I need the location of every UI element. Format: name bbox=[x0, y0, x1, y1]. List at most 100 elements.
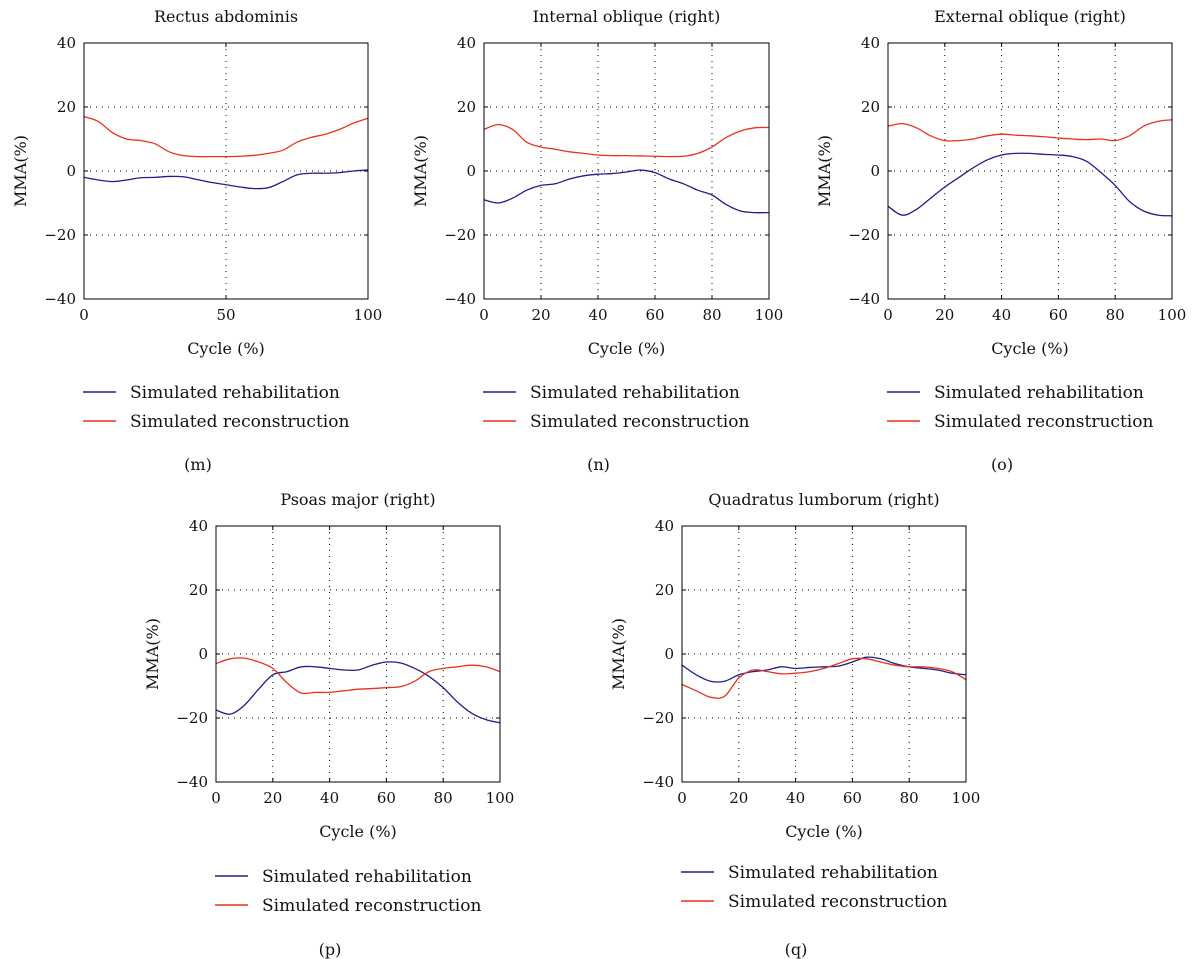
x-tick-label: 100 bbox=[486, 789, 515, 807]
legend: Simulated rehabilitation Simulated recons… bbox=[483, 383, 749, 432]
chart-title: Psoas major (right) bbox=[280, 490, 435, 509]
x-tick-label: 0 bbox=[479, 306, 489, 324]
legend: Simulated rehabilitation Simulated recons… bbox=[887, 383, 1153, 432]
x-tick-label: 0 bbox=[883, 306, 893, 324]
panel-p: Psoas major (right) 0 20 40 60 80 100 −40 −20 0 20… bbox=[143, 490, 514, 959]
series-line-rehabilitation bbox=[84, 169, 368, 190]
chart-title: Internal oblique (right) bbox=[533, 7, 721, 26]
y-tick-label: −40 bbox=[176, 773, 208, 791]
panel-label: (o) bbox=[991, 455, 1013, 474]
y-tick-label: −40 bbox=[848, 290, 880, 308]
x-tick-label: 40 bbox=[320, 789, 339, 807]
y-tick-label: −20 bbox=[642, 709, 674, 727]
y-tick-label: 0 bbox=[870, 162, 880, 180]
y-tick-label: 20 bbox=[655, 581, 674, 599]
x-tick-label: 40 bbox=[786, 789, 805, 807]
series-line-rehabilitation bbox=[682, 656, 966, 683]
panel-n: Internal oblique (right) 0 20 40 60 80 100 −40 −… bbox=[411, 7, 783, 474]
plot-frame bbox=[681, 525, 967, 783]
x-tick-label: 60 bbox=[377, 789, 396, 807]
panel-label: (p) bbox=[319, 940, 342, 959]
legend-label: Simulated rehabilitation bbox=[934, 383, 1144, 403]
y-tick-label: −40 bbox=[44, 290, 76, 308]
x-tick-label: 60 bbox=[645, 306, 664, 324]
legend-label: Simulated rehabilitation bbox=[530, 383, 740, 403]
y-tick-label: 20 bbox=[861, 98, 880, 116]
x-tick-label: 60 bbox=[1049, 306, 1068, 324]
plot-frame bbox=[83, 42, 369, 300]
x-tick-label: 0 bbox=[211, 789, 221, 807]
y-axis-label: MMA(%) bbox=[11, 135, 30, 207]
y-tick-label: 40 bbox=[57, 34, 76, 52]
x-axis-label: Cycle (%) bbox=[187, 339, 265, 358]
x-tick-label: 80 bbox=[434, 789, 453, 807]
x-tick-label: 100 bbox=[354, 306, 383, 324]
panel-label: (q) bbox=[785, 940, 808, 959]
y-tick-label: 0 bbox=[66, 162, 76, 180]
panel-label: (n) bbox=[587, 455, 610, 474]
x-tick-label: 100 bbox=[952, 789, 981, 807]
y-tick-label: 0 bbox=[466, 162, 476, 180]
series-line-reconstruction bbox=[84, 115, 368, 158]
x-tick-label: 60 bbox=[843, 789, 862, 807]
y-tick-label: 40 bbox=[861, 34, 880, 52]
x-axis-label: Cycle (%) bbox=[319, 822, 397, 841]
y-tick-label: 40 bbox=[457, 34, 476, 52]
x-tick-label: 0 bbox=[79, 306, 89, 324]
legend-label: Simulated reconstruction bbox=[130, 412, 349, 432]
y-tick-label: −20 bbox=[176, 709, 208, 727]
y-axis-label: MMA(%) bbox=[411, 135, 430, 207]
y-tick-label: −20 bbox=[444, 226, 476, 244]
x-tick-label: 40 bbox=[588, 306, 607, 324]
x-tick-label: 100 bbox=[755, 306, 784, 324]
x-tick-label: 20 bbox=[729, 789, 748, 807]
y-tick-label: 0 bbox=[198, 645, 208, 663]
series-line-reconstruction bbox=[888, 119, 1172, 142]
plot-frame bbox=[215, 525, 501, 783]
chart-title: External oblique (right) bbox=[934, 7, 1126, 26]
x-tick-label: 40 bbox=[992, 306, 1011, 324]
legend-label: Simulated reconstruction bbox=[530, 412, 749, 432]
y-tick-label: 40 bbox=[189, 517, 208, 535]
panel-o: External oblique (right) 0 20 40 60 80 100 −40 −… bbox=[815, 7, 1186, 474]
y-tick-label: −40 bbox=[444, 290, 476, 308]
y-tick-label: 20 bbox=[189, 581, 208, 599]
x-tick-label: 20 bbox=[531, 306, 550, 324]
legend-label: Simulated reconstruction bbox=[262, 896, 481, 916]
panel-m: Rectus abdominis 0 50 100 −40 −20 0 20 40 Cycle (… bbox=[11, 7, 382, 474]
y-tick-label: −20 bbox=[848, 226, 880, 244]
plot-frame bbox=[887, 42, 1173, 300]
x-tick-label: 80 bbox=[702, 306, 721, 324]
legend: Simulated rehabilitation Simulated recons… bbox=[681, 863, 947, 912]
x-tick-label: 80 bbox=[1106, 306, 1125, 324]
x-tick-label: 100 bbox=[1158, 306, 1187, 324]
y-tick-label: 40 bbox=[655, 517, 674, 535]
x-tick-label: 50 bbox=[216, 306, 235, 324]
series-line-reconstruction bbox=[216, 657, 500, 695]
panel-q: Quadratus lumborum (right) 0 20 40 60 80 100 −4… bbox=[609, 490, 980, 959]
y-tick-label: −20 bbox=[44, 226, 76, 244]
y-tick-label: 20 bbox=[57, 98, 76, 116]
y-tick-label: −40 bbox=[642, 773, 674, 791]
y-axis-label: MMA(%) bbox=[609, 618, 628, 690]
x-axis-label: Cycle (%) bbox=[785, 822, 863, 841]
series-line-reconstruction bbox=[484, 123, 769, 158]
y-tick-label: 20 bbox=[457, 98, 476, 116]
legend-label: Simulated rehabilitation bbox=[130, 383, 340, 403]
legend-label: Simulated reconstruction bbox=[728, 892, 947, 912]
x-tick-label: 80 bbox=[900, 789, 919, 807]
series-line-rehabilitation bbox=[888, 152, 1172, 217]
x-tick-label: 20 bbox=[263, 789, 282, 807]
series-line-reconstruction bbox=[682, 657, 966, 699]
x-tick-label: 20 bbox=[935, 306, 954, 324]
series-line-rehabilitation bbox=[216, 661, 500, 724]
legend-label: Simulated rehabilitation bbox=[728, 863, 938, 883]
legend: Simulated rehabilitation Simulated recons… bbox=[83, 383, 349, 432]
series-line-rehabilitation bbox=[484, 169, 769, 214]
x-tick-label: 0 bbox=[677, 789, 687, 807]
y-axis-label: MMA(%) bbox=[143, 618, 162, 690]
x-axis-label: Cycle (%) bbox=[588, 339, 666, 358]
y-axis-label: MMA(%) bbox=[815, 135, 834, 207]
chart-title: Quadratus lumborum (right) bbox=[708, 490, 939, 509]
